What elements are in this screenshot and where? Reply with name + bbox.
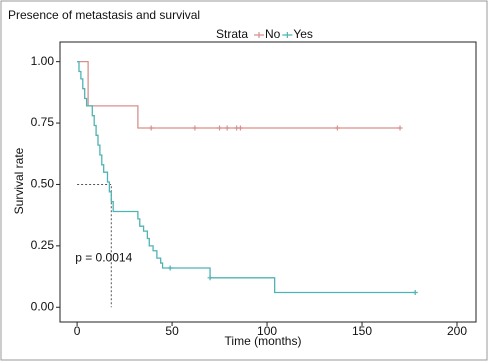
x-axis-label: Time (months): [225, 334, 302, 348]
legend-label: No: [265, 27, 281, 41]
censor-mark: [207, 275, 213, 281]
censor-mark: [397, 125, 403, 131]
y-tick-label: 0.50: [31, 177, 55, 191]
survival-curve: [77, 60, 416, 294]
censor-mark: [192, 125, 198, 131]
censor-mark: [217, 125, 223, 131]
x-tick-label: 0: [74, 324, 81, 338]
censor-mark: [224, 125, 230, 131]
chart-title: Presence of metastasis and survival: [8, 8, 200, 22]
censor-mark: [148, 125, 154, 131]
panel: [59, 41, 477, 323]
legend-title: Strata: [216, 27, 248, 41]
p-value: p = 0.0014: [75, 250, 132, 264]
censor-mark: [167, 265, 173, 271]
survival-curve: [77, 60, 401, 129]
censor-mark: [334, 125, 340, 131]
y-tick-label: 0.25: [31, 238, 55, 252]
x-tick-label: 100: [257, 324, 277, 338]
censor-mark: [412, 290, 418, 296]
y-tick-label: 0.00: [31, 299, 55, 313]
x-tick-label: 200: [447, 324, 467, 338]
y-axis-label: Survival rate: [12, 147, 26, 214]
y-tick-label: 0.75: [31, 115, 55, 129]
legend-label: Yes: [293, 27, 313, 41]
y-tick-label: 1.00: [31, 54, 55, 68]
legend-key: [282, 32, 293, 38]
legend-key: [254, 32, 264, 38]
censor-mark: [237, 125, 243, 131]
median-line: [77, 183, 112, 308]
x-tick-label: 50: [165, 324, 179, 338]
x-tick-label: 150: [352, 324, 372, 338]
